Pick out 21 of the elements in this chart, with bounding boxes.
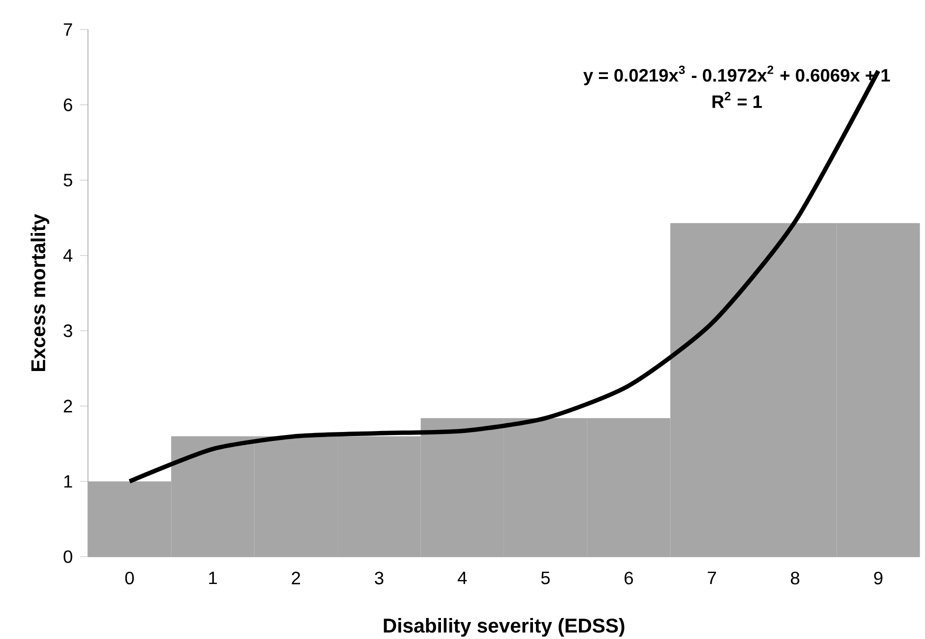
y-axis-title: Excess mortality	[30, 214, 50, 372]
y-tick-label: 0	[64, 550, 72, 564]
x-tick-label: 3	[374, 572, 384, 584]
x-tick-label: 4	[458, 572, 467, 584]
x-tick-label: 9	[874, 572, 882, 584]
x-tick-label: 0	[125, 572, 134, 584]
y-tick-label: 1	[64, 475, 72, 488]
annotation: R$^{2}$ = 1	[712, 92, 762, 108]
x-tick-label: 5	[541, 572, 550, 584]
y-tick-label: 5	[64, 174, 72, 186]
y-tick-label: 7	[64, 23, 72, 36]
y-tick-label: 3	[64, 324, 72, 338]
x-tick-label: 8	[790, 572, 800, 584]
x-tick-label: 6	[624, 572, 633, 584]
x-tick-label: 2	[292, 572, 300, 584]
y-tick-label: 4	[63, 249, 72, 262]
x-tick-label: 7	[708, 572, 716, 584]
y-tick-label: 6	[64, 98, 72, 112]
x-tick-label: 1	[209, 572, 217, 584]
y-tick-label: 2	[64, 400, 72, 412]
x-axis-title: Disability severity (EDSS)	[384, 618, 624, 637]
